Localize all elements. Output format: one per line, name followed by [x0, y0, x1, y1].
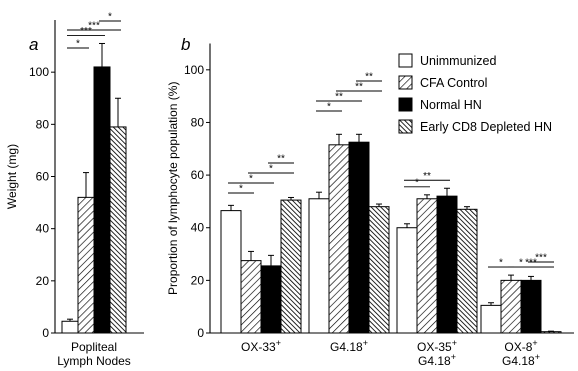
legend-label-early-cd8-depleted-hn: Early CD8 Depleted HN: [420, 120, 552, 134]
bar-unimmunized: [480, 304, 502, 334]
category-label: OX-8+: [504, 338, 537, 354]
legend-swatch-unimmunized: [398, 53, 413, 68]
significance-label: *: [415, 177, 419, 188]
panel-letter: a: [29, 35, 38, 54]
legend: Unimmunized CFA Control Normal HN Early CD8…: [398, 53, 552, 134]
category-label: Lymph Nodes: [57, 354, 131, 368]
y-tick-label: 100: [184, 63, 204, 77]
bar-normal-hn: [348, 141, 370, 334]
significance-label: *: [108, 12, 112, 23]
significance-label: *: [249, 174, 253, 185]
y-axis-label: Weight (mg): [5, 144, 19, 209]
bar-cfa-control: [240, 260, 262, 334]
significance-label: **: [423, 171, 431, 182]
bar-normal-hn: [436, 195, 458, 334]
significance-label: ***: [535, 253, 547, 264]
legend-swatch-cfa-control: [398, 75, 413, 90]
legend-label-normal-hn: Normal HN: [420, 98, 482, 112]
y-tick-label: 0: [42, 326, 49, 340]
bar-cfa-control: [77, 196, 95, 334]
category-label: G4.18+: [502, 352, 540, 368]
category-label: OX-35+: [417, 338, 457, 354]
bar-cfa-control: [500, 279, 522, 334]
significance-label: **: [355, 82, 363, 93]
significance-label: ***: [525, 258, 537, 269]
significance-label: **: [365, 72, 373, 83]
bar-unimmunized: [308, 198, 330, 334]
legend-label-cfa-control: CFA Control: [420, 76, 487, 90]
y-tick-label: 80: [36, 117, 50, 131]
y-tick-label: 0: [197, 326, 204, 340]
significance-label: *: [519, 258, 523, 269]
significance-label: **: [335, 92, 343, 103]
bar-normal-hn: [260, 265, 282, 334]
significance-label: ***: [88, 21, 100, 32]
significance-label: *: [239, 184, 243, 195]
y-tick-label: 40: [36, 222, 50, 236]
bar-unimmunized: [220, 210, 242, 334]
legend-label-unimmunized: Unimmunized: [420, 54, 496, 68]
y-tick-label: 20: [36, 274, 50, 288]
significance-label: *: [269, 164, 273, 175]
category-label: G4.18+: [330, 338, 368, 354]
category-label: G4.18+: [418, 352, 456, 368]
bar-early-cd8-depleted-hn: [109, 126, 127, 334]
bar-early-cd8-depleted-hn: [280, 199, 302, 334]
bar-cfa-control: [416, 198, 438, 334]
y-tick-label: 100: [29, 65, 49, 79]
panel-letter: b: [181, 35, 190, 54]
significance-label: *: [499, 258, 503, 269]
bar-unimmunized: [396, 227, 418, 334]
significance-label: **: [277, 154, 285, 165]
bar-normal-hn: [93, 66, 111, 334]
bar-unimmunized: [61, 320, 79, 334]
significance-label: *: [327, 102, 331, 113]
y-tick-label: 80: [191, 115, 205, 129]
y-tick-label: 20: [191, 273, 205, 287]
category-label: OX-33+: [241, 338, 281, 354]
bar-normal-hn: [520, 279, 542, 334]
y-tick-label: 40: [191, 221, 205, 235]
legend-swatch-early-cd8-depleted-hn: [398, 119, 413, 134]
panel-b: b 0 20 40 60 80 100 Proportion of lymphocyte po…: [166, 35, 574, 368]
category-label: Popliteal: [71, 340, 117, 354]
y-tick-label: 60: [191, 168, 205, 182]
bar-early-cd8-depleted-hn: [540, 331, 562, 334]
bar-early-cd8-depleted-hn: [456, 208, 478, 334]
y-axis-label: Proportion of lymphocyte population (%): [166, 82, 180, 295]
significance-label: *: [76, 39, 80, 50]
bar-early-cd8-depleted-hn: [368, 206, 390, 334]
y-tick-label: 60: [36, 170, 50, 184]
bar-cfa-control: [328, 144, 350, 334]
significance-label: ***: [80, 26, 92, 37]
legend-swatch-normal-hn: [398, 97, 413, 112]
